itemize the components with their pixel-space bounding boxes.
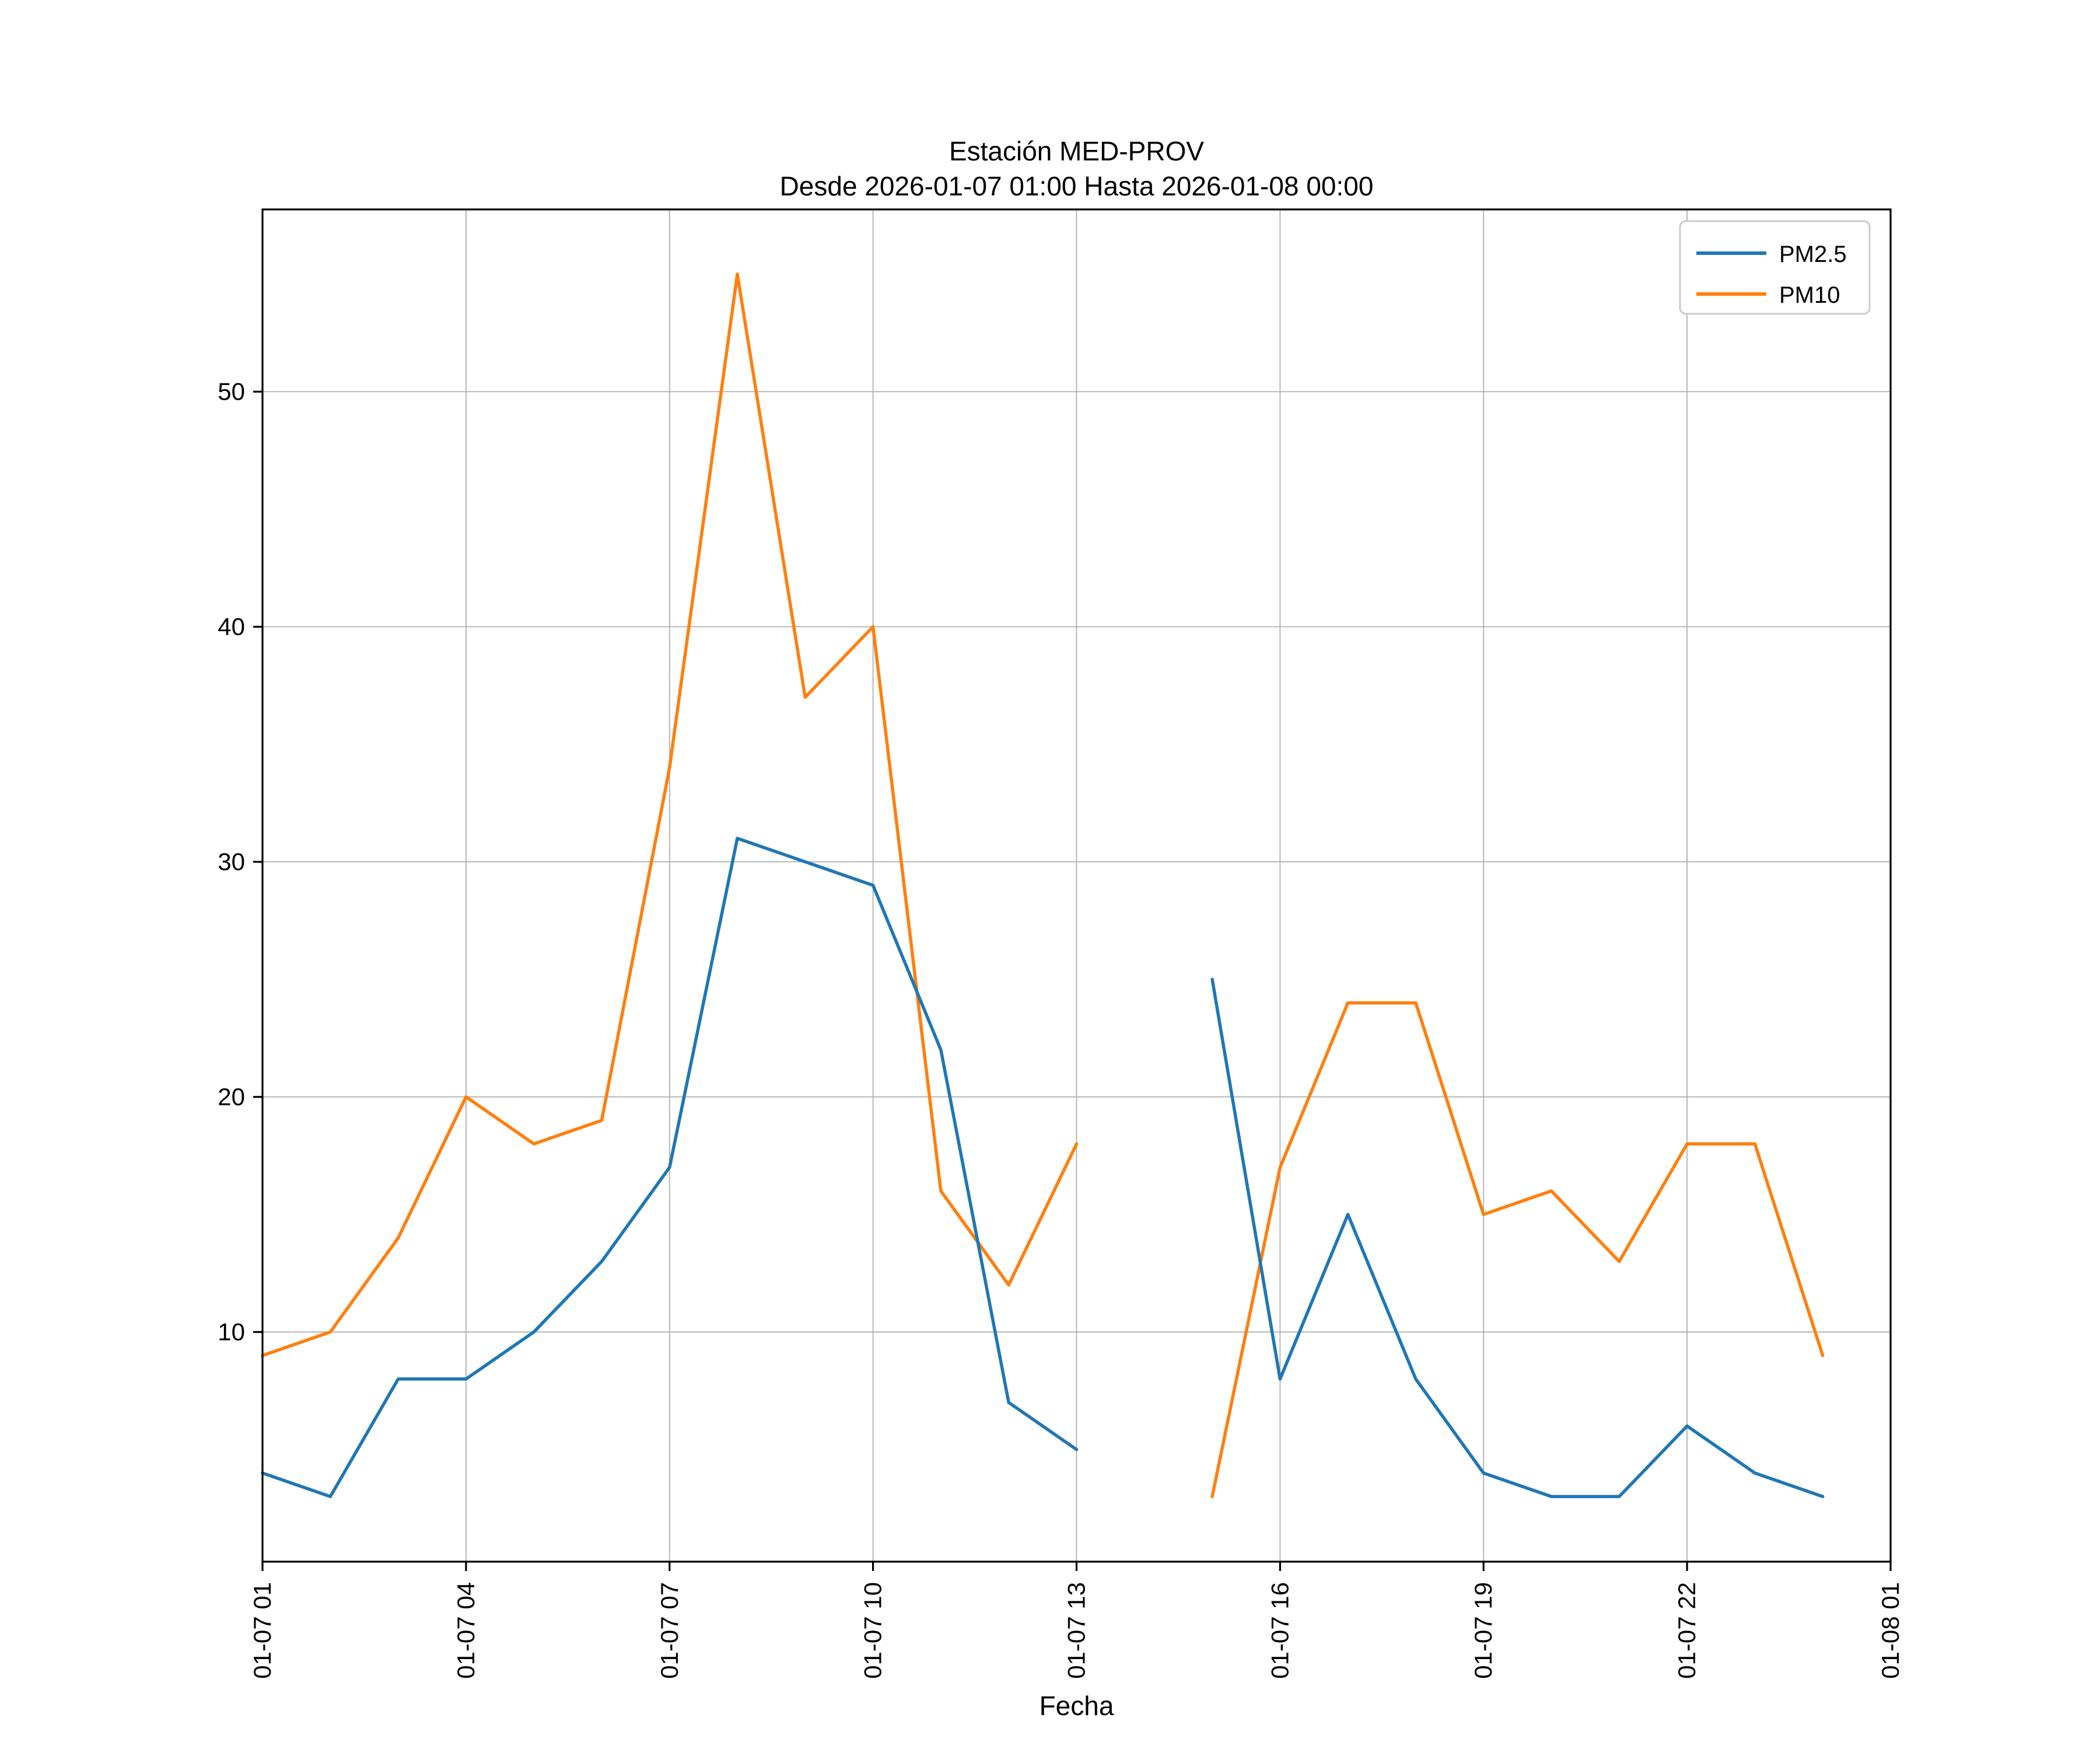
svg-text:PM10: PM10 xyxy=(1779,282,1840,308)
svg-text:50: 50 xyxy=(218,377,245,405)
svg-text:Desde 2026-01-07 01:00 Hasta 2: Desde 2026-01-07 01:00 Hasta 2026-01-08 … xyxy=(780,171,1374,201)
svg-text:Estación MED-PROV: Estación MED-PROV xyxy=(949,136,1204,166)
svg-text:10: 10 xyxy=(218,1318,245,1345)
svg-text:01-07 19: 01-07 19 xyxy=(1469,1582,1497,1679)
svg-text:01-07 10: 01-07 10 xyxy=(859,1582,887,1679)
svg-text:01-07 01: 01-07 01 xyxy=(249,1582,276,1679)
svg-text:20: 20 xyxy=(218,1083,245,1110)
svg-text:01-07 13: 01-07 13 xyxy=(1063,1582,1090,1679)
svg-text:Fecha: Fecha xyxy=(1040,1691,1114,1721)
svg-text:01-08 01: 01-08 01 xyxy=(1877,1582,1904,1679)
svg-text:01-07 16: 01-07 16 xyxy=(1266,1582,1293,1679)
svg-text:01-07 04: 01-07 04 xyxy=(452,1582,480,1679)
svg-text:01-07 07: 01-07 07 xyxy=(656,1582,683,1679)
svg-text:01-07 22: 01-07 22 xyxy=(1673,1582,1700,1679)
svg-text:30: 30 xyxy=(218,848,245,875)
svg-text:40: 40 xyxy=(218,613,245,640)
svg-text:PM2.5: PM2.5 xyxy=(1779,242,1847,267)
